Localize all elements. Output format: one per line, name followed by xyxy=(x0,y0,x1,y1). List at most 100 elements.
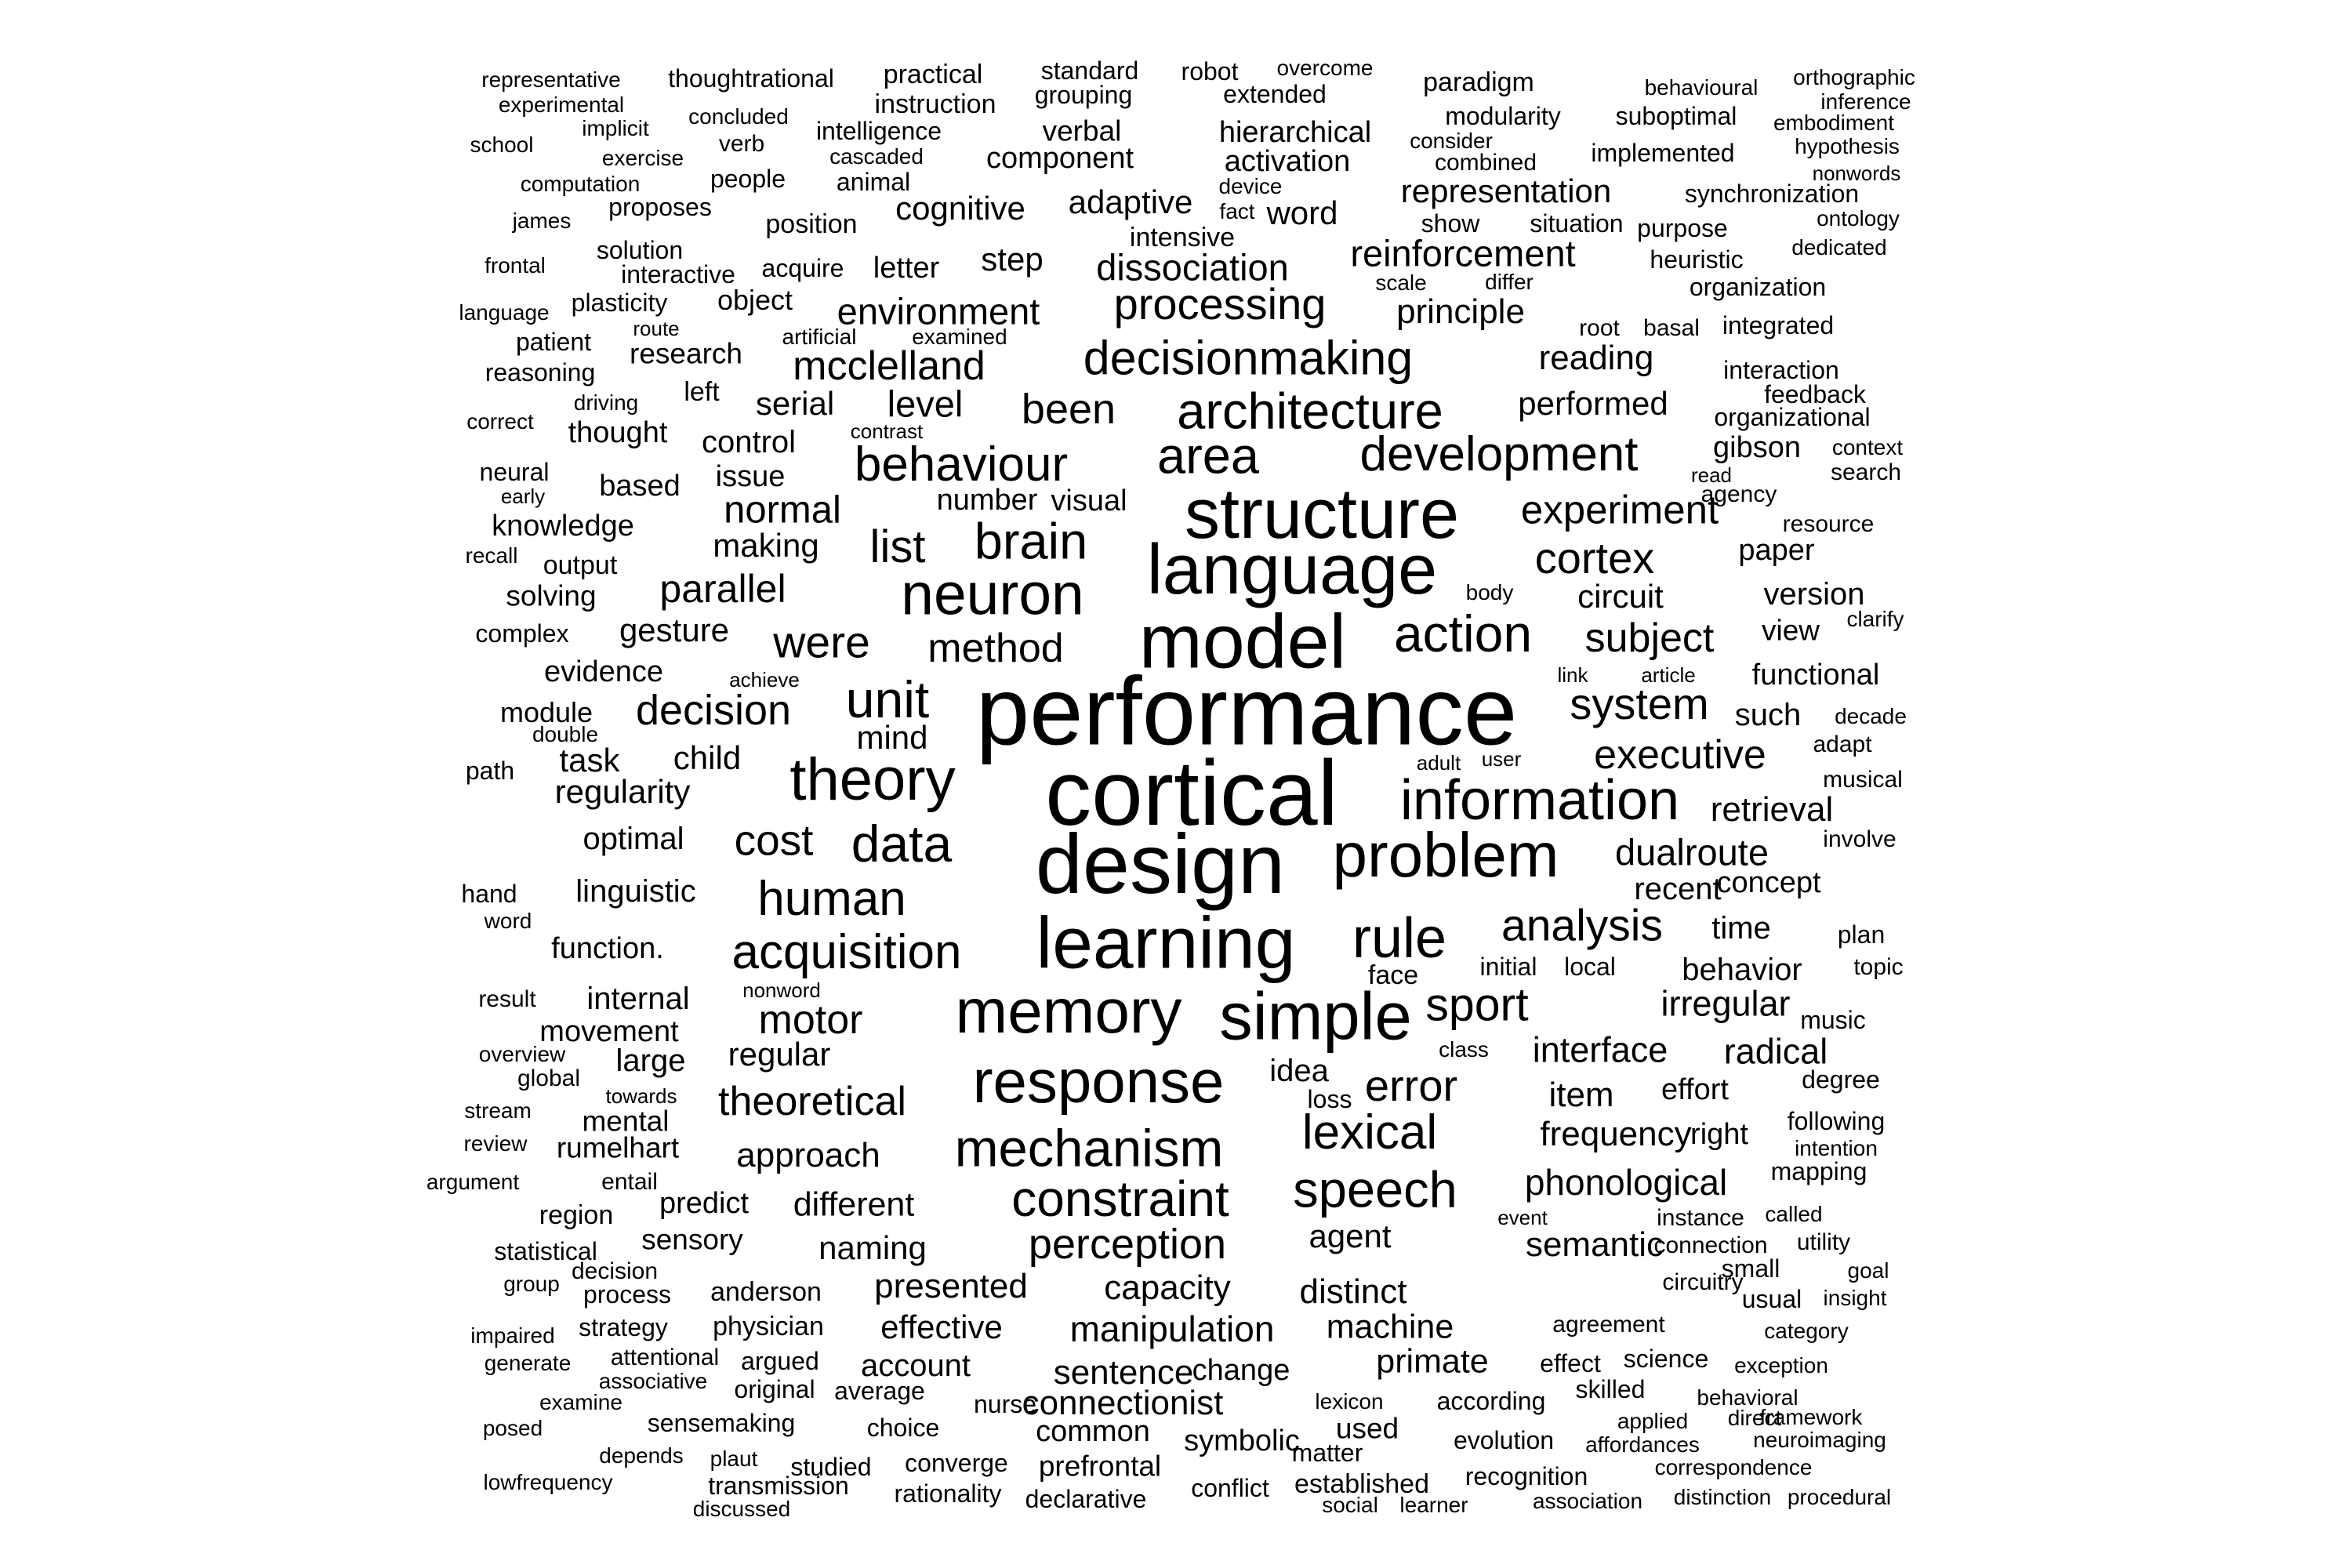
cloud-word: resource xyxy=(1782,511,1875,537)
cloud-word: integrated xyxy=(1722,311,1835,339)
cloud-word: combined xyxy=(1434,150,1537,176)
cloud-word: neuron xyxy=(901,561,1084,627)
cloud-word: subject xyxy=(1584,615,1715,661)
cloud-word: inference xyxy=(1820,89,1911,114)
cloud-word: lowfrequency xyxy=(483,1470,613,1494)
cloud-word: thoughtrational xyxy=(668,64,834,93)
cloud-word: implicit xyxy=(582,116,649,140)
cloud-word: dualroute xyxy=(1615,831,1769,873)
cloud-word: connectionist xyxy=(1022,1384,1224,1422)
cloud-word: overview xyxy=(478,1042,566,1066)
cloud-word: differ xyxy=(1485,270,1534,294)
cloud-word: serial xyxy=(755,385,835,422)
cloud-word: nurse xyxy=(973,1390,1037,1418)
cloud-word: behaviour xyxy=(854,437,1069,492)
cloud-word: examined xyxy=(912,325,1007,349)
cloud-word: animal xyxy=(836,168,911,196)
cloud-word: time xyxy=(1711,911,1771,946)
cloud-word: hierarchical xyxy=(1218,116,1372,149)
cloud-word: common xyxy=(1036,1415,1150,1448)
cloud-word: suboptimal xyxy=(1615,102,1737,130)
cloud-word: internal xyxy=(586,982,690,1016)
cloud-word: exercise xyxy=(601,146,684,170)
cloud-word: interactive xyxy=(621,260,735,289)
cloud-word: reinforcement xyxy=(1350,232,1576,274)
cloud-word: step xyxy=(981,241,1044,278)
cloud-word: mental xyxy=(582,1105,670,1138)
cloud-word: capacity xyxy=(1104,1269,1231,1307)
cloud-word: acquire xyxy=(761,254,844,282)
cloud-word: decision xyxy=(571,1258,659,1284)
cloud-word: insight xyxy=(1823,1286,1887,1310)
cloud-word: error xyxy=(1364,1061,1458,1110)
cloud-word: recent xyxy=(1634,872,1722,906)
cloud-word: grouping xyxy=(1034,81,1133,109)
cloud-word: rule xyxy=(1352,907,1447,970)
cloud-word: degree xyxy=(1802,1065,1880,1094)
cloud-word: lexicon xyxy=(1315,1389,1384,1414)
cloud-word: usual xyxy=(1741,1285,1802,1313)
cloud-word: proposes xyxy=(608,193,712,221)
cloud-word: position xyxy=(765,209,858,239)
cloud-word: mechanism xyxy=(954,1119,1224,1178)
cloud-word: social xyxy=(1322,1493,1378,1517)
cloud-word: theory xyxy=(789,746,956,813)
cloud-word: adult xyxy=(1416,751,1461,775)
cloud-word: normal xyxy=(724,488,841,532)
cloud-word: circuit xyxy=(1577,578,1664,615)
cloud-word: cortex xyxy=(1534,533,1655,583)
cloud-word: effective xyxy=(880,1308,1003,1345)
cloud-word: loss xyxy=(1307,1085,1352,1113)
cloud-word: regularity xyxy=(554,773,691,810)
cloud-word: conflict xyxy=(1191,1474,1269,1502)
cloud-word: orthographic xyxy=(1793,65,1915,89)
cloud-word: constraint xyxy=(1011,1171,1229,1227)
cloud-word: depends xyxy=(599,1443,684,1468)
cloud-word: overcome xyxy=(1276,56,1374,80)
cloud-word: practical xyxy=(883,60,983,89)
cloud-word: sensemaking xyxy=(647,1409,796,1437)
cloud-word: original xyxy=(734,1375,815,1403)
cloud-word: goal xyxy=(1847,1258,1889,1283)
cloud-word: system xyxy=(1570,679,1709,728)
cloud-word: verbal xyxy=(1042,114,1122,147)
cloud-word: contrast xyxy=(850,419,924,443)
cloud-word: mapping xyxy=(1770,1157,1867,1185)
cloud-word: output xyxy=(543,550,618,580)
cloud-word: model xyxy=(1138,598,1347,684)
cloud-word: level xyxy=(887,383,964,425)
cloud-word: learning xyxy=(1036,902,1296,984)
cloud-word: ontology xyxy=(1817,206,1900,230)
cloud-word: effect xyxy=(1540,1349,1601,1377)
cloud-word: thought xyxy=(568,416,668,449)
cloud-word: cascaded xyxy=(829,144,924,169)
cloud-word: utility xyxy=(1796,1229,1851,1255)
cloud-word: basal xyxy=(1643,315,1700,341)
cloud-word: dissociation xyxy=(1096,246,1289,289)
cloud-word: research xyxy=(630,337,742,370)
cloud-word: movement xyxy=(539,1015,679,1048)
cloud-word: rumelhart xyxy=(556,1131,680,1164)
cloud-word: gibson xyxy=(1713,431,1801,464)
cloud-word: stream xyxy=(464,1098,532,1123)
cloud-word: neuroimaging xyxy=(1753,1428,1886,1452)
cloud-word: linguistic xyxy=(575,874,696,909)
cloud-word: control xyxy=(701,425,797,459)
cloud-word: word xyxy=(484,909,532,933)
cloud-word: performed xyxy=(1518,385,1668,422)
cloud-word: implemented xyxy=(1591,139,1735,167)
cloud-word: user xyxy=(1481,747,1522,771)
cloud-word: cognitive xyxy=(895,190,1025,227)
cloud-word: fact xyxy=(1219,199,1255,223)
cloud-word: nonword xyxy=(742,978,821,1002)
cloud-word: such xyxy=(1734,698,1802,732)
cloud-word: direct xyxy=(1727,1406,1782,1430)
cloud-word: performance xyxy=(975,658,1518,766)
cloud-word: regular xyxy=(728,1036,831,1073)
cloud-word: plan xyxy=(1837,920,1886,949)
cloud-word: action xyxy=(1393,604,1533,662)
cloud-word: word xyxy=(1266,194,1338,231)
cloud-word: structure xyxy=(1184,475,1460,554)
cloud-word: circuitry xyxy=(1662,1269,1744,1295)
cloud-word: show xyxy=(1421,209,1480,238)
